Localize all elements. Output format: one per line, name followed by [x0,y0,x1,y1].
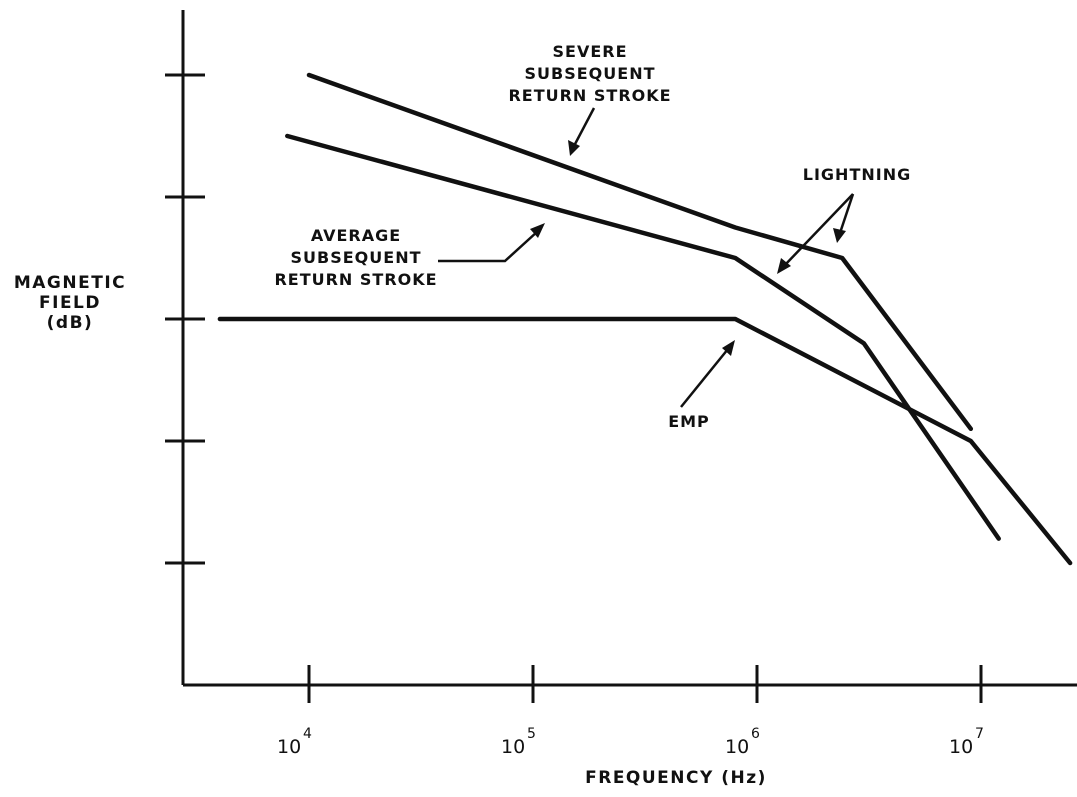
average-label-line-3: RETURN STROKE [274,270,437,289]
x-tick-label: 10 [725,736,749,758]
axes [181,10,1077,687]
lightning-arrow-2 [838,193,855,234]
series-line-1 [306,72,974,432]
x-tick-label: 10 [949,736,973,758]
y-ticks [165,73,205,565]
average-arrow [438,230,539,263]
y-axis-label-line-2: FIELD [39,293,101,313]
emp-label: EMP [668,412,710,431]
severe-arrow [572,107,596,147]
x-tick-label: 10 [501,736,525,758]
lightning-arrow-1 [783,193,854,267]
series-line-2 [285,133,1001,541]
series-lines [217,72,1073,566]
y-axis-label-line-1: MAGNETIC [14,273,126,293]
lightning-arrowhead-1 [777,258,791,274]
lightning-label: LIGHTNING [803,165,911,184]
x-tick-label-exponent: 6 [751,726,760,742]
severe-label-line-1: SEVERE [552,42,627,61]
average-label-line-1: AVERAGE [311,226,401,245]
y-axis-label-line-3: (dB) [47,313,94,333]
average-arrowhead [530,223,545,238]
series-line-3 [217,316,1073,566]
severe-label-line-2: SUBSEQUENT [525,64,656,83]
emp-arrowhead [722,340,735,356]
x-tick-label-exponent: 5 [527,726,536,742]
x-tick-label: 10 [277,736,301,758]
emp-arrow [680,348,729,408]
severe-arrowhead [568,140,580,156]
x-axis-label: FREQUENCY (Hz) [585,768,767,788]
y-axis-label: MAGNETIC FIELD (dB) [14,273,126,333]
x-tick-label-exponent: 4 [303,726,312,742]
lightning-arrowhead-2 [833,228,846,243]
average-label-line-2: SUBSEQUENT [291,248,422,267]
annotations: SEVERE SUBSEQUENT RETURN STROKE AVERAGE … [274,42,911,431]
severe-label-line-3: RETURN STROKE [508,86,671,105]
x-tick-label-exponent: 7 [975,726,984,742]
